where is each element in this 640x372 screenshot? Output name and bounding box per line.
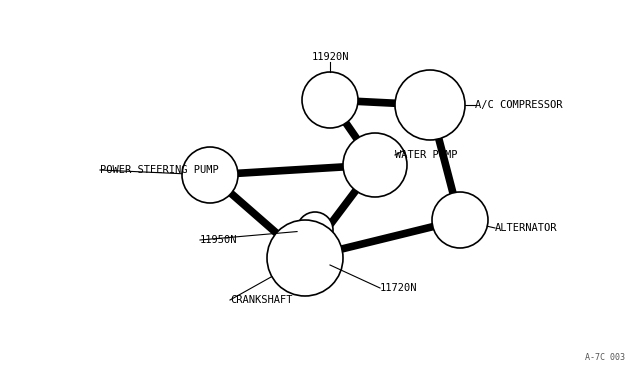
Text: CRANKSHAFT: CRANKSHAFT bbox=[230, 295, 292, 305]
Text: A/C COMPRESSOR: A/C COMPRESSOR bbox=[475, 100, 563, 110]
Circle shape bbox=[432, 192, 488, 248]
Circle shape bbox=[182, 147, 238, 203]
Text: 11950N: 11950N bbox=[200, 235, 237, 245]
Circle shape bbox=[395, 70, 465, 140]
Circle shape bbox=[297, 212, 333, 248]
Circle shape bbox=[343, 133, 407, 197]
Circle shape bbox=[302, 72, 358, 128]
Text: A-7C 003: A-7C 003 bbox=[585, 353, 625, 362]
Circle shape bbox=[267, 220, 343, 296]
Text: 11920N: 11920N bbox=[311, 52, 349, 62]
Text: POWER STEERING PUMP: POWER STEERING PUMP bbox=[100, 165, 219, 175]
Text: WATER PUMP: WATER PUMP bbox=[395, 150, 458, 160]
Text: ALTERNATOR: ALTERNATOR bbox=[495, 223, 557, 233]
Text: 11720N: 11720N bbox=[380, 283, 417, 293]
